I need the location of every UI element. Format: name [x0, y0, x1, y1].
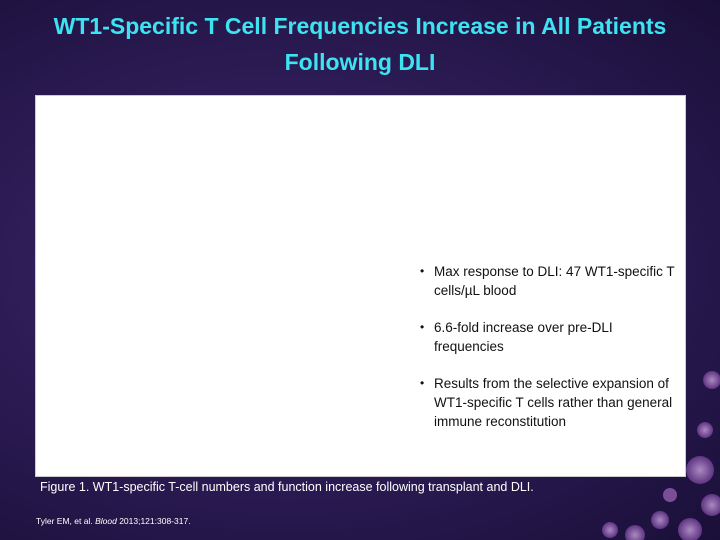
bullet: Max response to DLI: 47 WT1-specific T c…: [412, 262, 680, 300]
slide-title: WT1-Specific T Cell Frequencies Increase…: [53, 13, 667, 75]
citation-journal: Blood: [95, 516, 117, 526]
citation: Tyler EM, et al. Blood 2013;121:308-317.: [36, 516, 191, 526]
bullet: 6.6-fold increase over pre-DLI frequenci…: [412, 318, 680, 356]
bullet-list: Max response to DLI: 47 WT1-specific T c…: [412, 262, 680, 449]
figure-caption: Figure 1. WT1-specific T-cell numbers an…: [40, 480, 534, 494]
citation-details: 2013;121:308-317.: [119, 516, 191, 526]
bullet: Results from the selective expansion of …: [412, 374, 680, 431]
citation-authors: Tyler EM, et al.: [36, 516, 93, 526]
